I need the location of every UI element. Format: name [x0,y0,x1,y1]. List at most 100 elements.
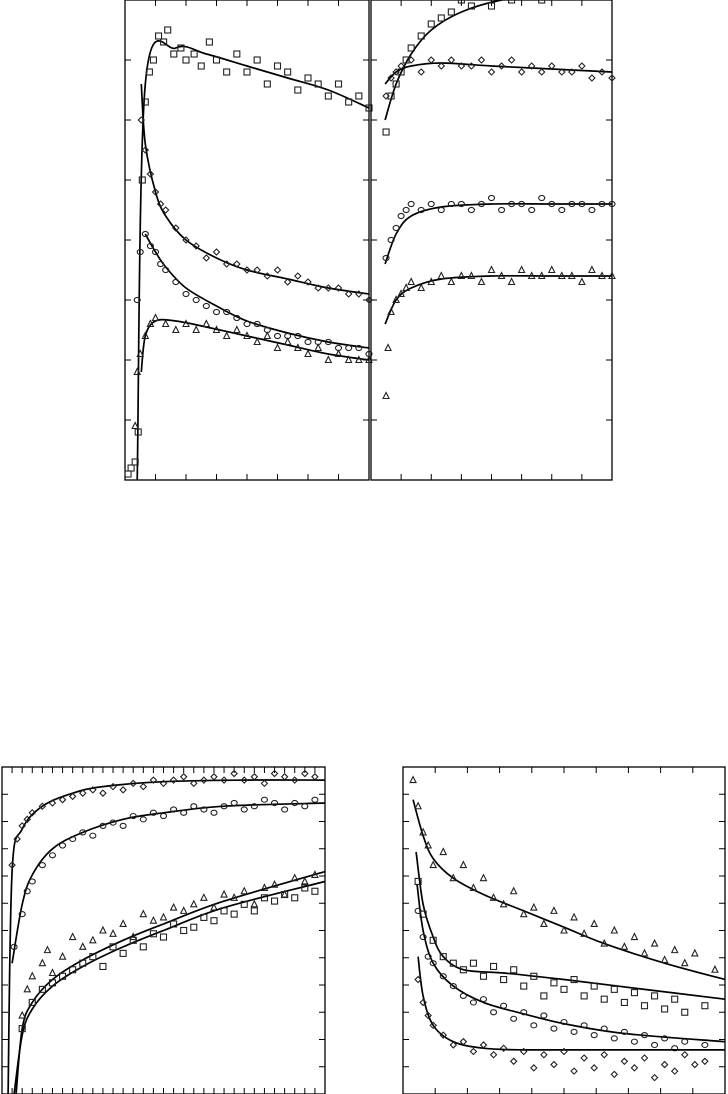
data-point-triangle [304,349,312,358]
data-point-diamond [311,773,319,781]
data-point-triangle [78,942,87,950]
data-point-circle [202,302,210,310]
data-point-diamond [273,266,282,274]
data-point-square [510,966,518,974]
data-point-square [139,943,147,951]
data-point-triangle [417,283,426,292]
data-point-triangle [610,925,619,934]
data-point-circle [159,812,168,820]
data-point-triangle [68,932,77,941]
data-point-triangle [567,271,576,280]
data-point-triangle [650,938,659,947]
data-point-square [447,8,455,16]
data-point-square [540,992,548,1000]
data-point-diamond [212,248,221,256]
data-point-diamond [414,975,422,984]
data-point-diamond [600,1050,609,1059]
data-point-circle [701,1041,709,1049]
data-point-triangle [384,343,392,352]
data-point-diamond [169,776,178,784]
data-point-triangle [250,899,259,908]
data-point-diamond [558,68,566,76]
data-point-square [243,68,251,76]
data-point-triangle [457,271,466,280]
data-point-diamond [334,284,343,292]
data-point-triangle [598,271,606,280]
data-point-triangle [169,902,178,911]
data-point-diamond [479,1041,488,1049]
data-point-triangle [397,289,406,298]
data-point-diamond [179,773,188,781]
data-point-square [160,38,168,46]
data-point-circle [99,822,107,829]
data-point-square [18,1025,26,1033]
data-point-diamond [210,773,218,781]
plot-frame [124,0,370,481]
data-point-square [170,920,178,928]
data-point-diamond [243,266,251,274]
data-point-square [437,14,445,22]
data-point-triangle [680,958,689,967]
data-point-triangle [469,883,478,892]
data-point-square [469,959,477,967]
data-point-triangle [119,919,128,928]
data-point-diamond [283,278,292,286]
data-point-circle [630,1038,638,1045]
data-point-triangle [437,271,446,280]
panel-top-left [124,0,373,481]
data-point-triangle [424,840,433,849]
data-point-diamond [509,1057,518,1066]
series-diamond [414,956,725,1082]
data-point-triangle [220,889,228,898]
data-point-circle [311,796,319,803]
data-point-triangle [202,319,211,328]
data-point-diamond [537,68,546,76]
data-point-diamond [499,1044,508,1052]
fit-curve-circle [11,802,326,964]
data-point-square [487,2,496,10]
data-point-diamond [344,290,353,298]
data-point-circle [568,200,576,208]
data-point-circle [345,344,353,352]
data-point-triangle [497,271,506,280]
data-point-triangle [449,873,458,882]
panel-bottom-left [1,766,326,1094]
data-point-circle [510,1015,518,1022]
data-point-circle [48,852,57,859]
data-point-circle [109,819,117,826]
data-point-triangle [171,325,180,334]
data-point-circle [402,206,410,214]
data-point-diamond [449,1041,458,1049]
data-point-square [429,936,437,944]
data-point-square [530,972,538,980]
data-point-diamond [570,1067,578,1075]
data-point-square [345,98,353,106]
data-point-square [273,62,282,70]
data-point-circle [467,206,475,214]
data-point-triangle [620,942,629,950]
data-point-diamond [530,1064,538,1072]
series-triangle [15,870,326,1094]
data-point-circle [129,812,137,820]
data-point-square [190,50,198,58]
data-point-diamond [691,1060,699,1069]
data-point-diamond [38,802,47,811]
data-point-square [311,887,319,895]
data-point-diamond [392,68,400,76]
data-point-triangle [179,906,188,914]
data-point-circle [273,332,282,340]
data-point-circle [270,799,279,807]
data-point-square [210,917,218,925]
data-point-diamond [387,74,395,82]
data-point-triangle [311,870,319,878]
data-point-circle [459,992,467,1000]
data-point-square [414,877,422,886]
data-point-triangle [270,879,279,888]
data-point-triangle [489,893,498,901]
series-circle [382,194,616,265]
data-point-triangle [382,391,390,400]
data-point-diamond [355,290,363,298]
data-point-circle [424,953,432,960]
data-point-triangle [263,331,272,340]
